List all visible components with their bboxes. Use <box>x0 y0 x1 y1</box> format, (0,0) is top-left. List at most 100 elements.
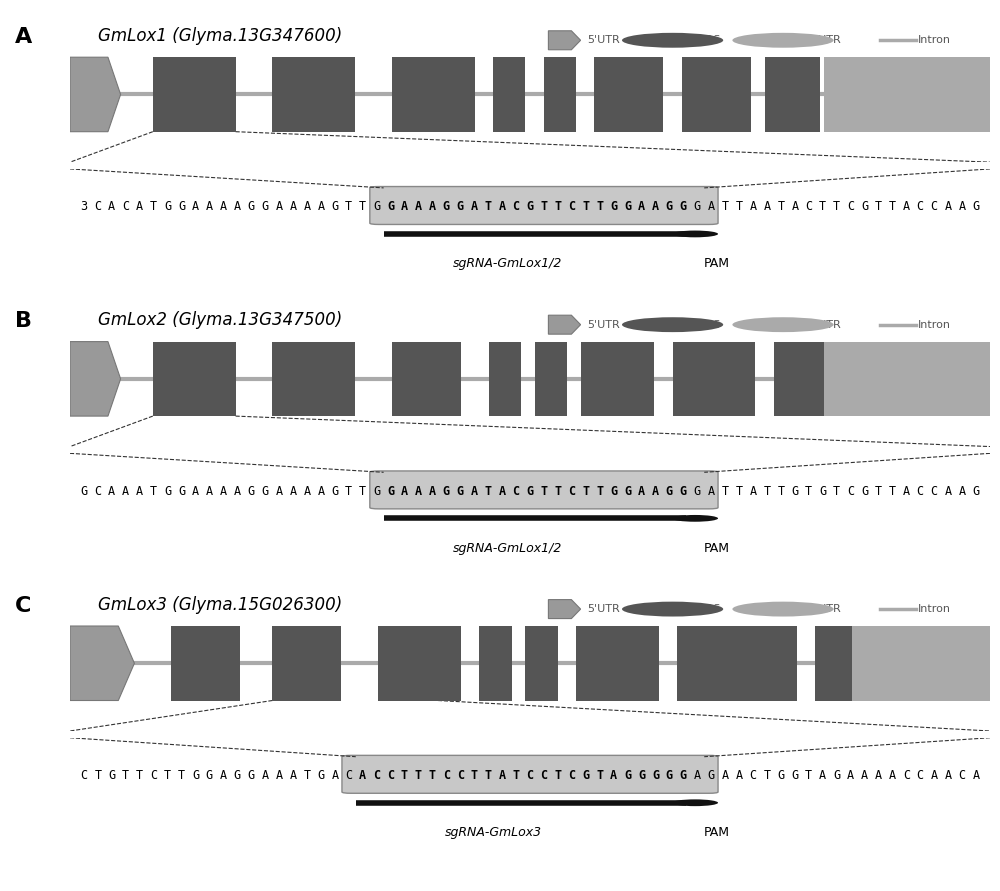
Bar <box>171 626 240 700</box>
Text: A: A <box>959 200 966 213</box>
Text: A: A <box>945 769 952 782</box>
Text: A: A <box>415 200 422 213</box>
Text: PAM: PAM <box>704 826 730 839</box>
Text: C: C <box>917 769 924 782</box>
Text: T: T <box>722 485 729 498</box>
Bar <box>153 57 236 132</box>
Text: G: G <box>610 485 617 498</box>
Bar <box>765 57 820 132</box>
Text: A: A <box>638 200 645 213</box>
Text: A: A <box>722 769 729 782</box>
Text: G: G <box>819 485 826 498</box>
Text: GmLox2 (Glyma.13G347500): GmLox2 (Glyma.13G347500) <box>98 311 342 329</box>
Text: sgRNA-GmLox1/2: sgRNA-GmLox1/2 <box>452 542 562 554</box>
Text: A: A <box>401 200 408 213</box>
Text: G: G <box>443 485 450 498</box>
Text: T: T <box>596 200 603 213</box>
Text: C: C <box>94 485 101 498</box>
FancyBboxPatch shape <box>342 756 718 793</box>
Text: C: C <box>457 769 464 782</box>
Text: A: A <box>499 200 506 213</box>
Text: T: T <box>554 200 561 213</box>
Text: A: A <box>331 769 338 782</box>
Text: G: G <box>666 769 673 782</box>
Text: A: A <box>819 769 826 782</box>
Text: A: A <box>499 769 506 782</box>
Text: G: G <box>972 485 980 498</box>
Text: A: A <box>429 200 436 213</box>
Text: A: A <box>638 485 645 498</box>
Text: G: G <box>178 200 185 213</box>
Text: G: G <box>457 485 464 498</box>
Text: A: A <box>652 200 659 213</box>
Text: C: C <box>443 769 450 782</box>
Text: G: G <box>972 200 980 213</box>
Text: T: T <box>150 200 157 213</box>
Text: A: A <box>749 200 757 213</box>
Text: CDS: CDS <box>697 604 721 614</box>
Bar <box>576 626 659 700</box>
Polygon shape <box>70 57 121 132</box>
Text: G: G <box>387 485 394 498</box>
Text: G: G <box>80 485 88 498</box>
Bar <box>594 57 663 132</box>
Text: A: A <box>276 200 283 213</box>
Text: T: T <box>485 200 492 213</box>
Bar <box>272 57 355 132</box>
Text: A: A <box>108 485 115 498</box>
Text: A: A <box>303 200 311 213</box>
Text: T: T <box>136 769 143 782</box>
Text: A: A <box>220 200 227 213</box>
Text: Intron: Intron <box>918 604 951 614</box>
Text: G: G <box>624 769 631 782</box>
Circle shape <box>672 231 718 237</box>
Text: T: T <box>303 769 311 782</box>
Circle shape <box>622 317 723 332</box>
Bar <box>153 341 236 416</box>
Text: G: G <box>387 200 394 213</box>
Text: 3'UTR: 3'UTR <box>808 36 841 45</box>
Text: T: T <box>485 485 492 498</box>
Bar <box>774 341 824 416</box>
Text: G: G <box>777 769 784 782</box>
Text: T: T <box>94 769 101 782</box>
Bar <box>392 57 475 132</box>
Text: G: G <box>638 769 645 782</box>
Text: A: A <box>192 200 199 213</box>
Text: T: T <box>596 485 603 498</box>
Bar <box>581 341 654 416</box>
Text: Intron: Intron <box>918 320 951 330</box>
Bar <box>852 626 990 700</box>
Text: A: A <box>289 769 297 782</box>
Text: G: G <box>443 200 450 213</box>
Text: A: A <box>401 485 408 498</box>
Text: C: C <box>387 769 394 782</box>
Text: A: A <box>763 200 771 213</box>
Text: A: A <box>889 769 896 782</box>
Text: T: T <box>875 200 882 213</box>
Text: G: G <box>373 200 380 213</box>
Text: C: C <box>526 769 534 782</box>
Polygon shape <box>548 31 581 50</box>
Bar <box>682 57 751 132</box>
Text: C: C <box>568 769 575 782</box>
Text: G: G <box>248 200 255 213</box>
Text: G: G <box>526 200 534 213</box>
Bar <box>535 341 567 416</box>
Text: A: A <box>317 485 324 498</box>
Text: C: C <box>847 200 854 213</box>
Text: C: C <box>540 769 548 782</box>
Text: C: C <box>15 595 31 616</box>
Text: CDS: CDS <box>697 36 721 45</box>
Text: Т: Т <box>401 769 408 782</box>
Text: A: A <box>276 769 283 782</box>
Text: T: T <box>833 200 840 213</box>
Text: A: A <box>359 769 366 782</box>
Circle shape <box>622 33 723 48</box>
Text: C: C <box>150 769 157 782</box>
Text: G: G <box>861 200 868 213</box>
Text: B: B <box>15 311 32 331</box>
Text: G: G <box>331 200 338 213</box>
Text: A: A <box>234 485 241 498</box>
Text: G: G <box>694 200 701 213</box>
